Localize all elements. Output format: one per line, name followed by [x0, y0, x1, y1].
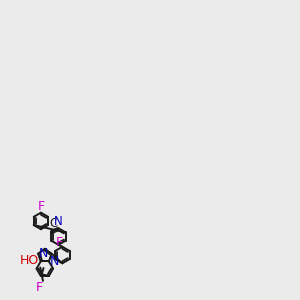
Text: F: F — [35, 281, 43, 294]
Text: C: C — [50, 217, 58, 230]
Text: N: N — [54, 215, 63, 228]
Text: F: F — [56, 236, 63, 249]
Text: N: N — [39, 247, 49, 260]
Text: F: F — [38, 200, 44, 213]
Text: N: N — [50, 254, 59, 268]
Text: HO: HO — [20, 254, 39, 267]
